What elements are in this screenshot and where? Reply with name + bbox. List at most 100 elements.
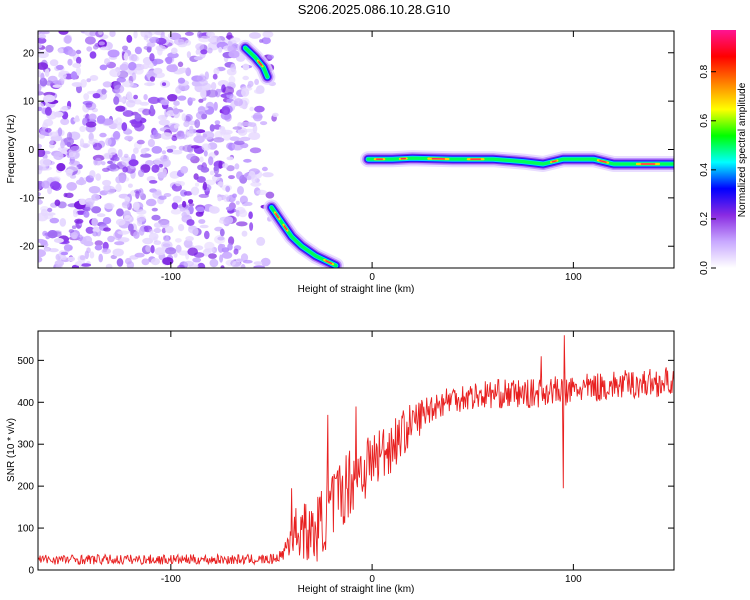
spectrogram-noise-cell bbox=[208, 253, 217, 259]
spectrogram-noise-cell bbox=[203, 150, 208, 157]
spectrogram-noise-cell bbox=[221, 247, 230, 253]
spectrogram-noise-cell bbox=[237, 186, 244, 195]
spectrogram-noise-cell bbox=[76, 84, 82, 94]
colorbar: 0.0 0.2 0.4 0.6 0.8 Normalized spectral ampl… bbox=[699, 30, 748, 275]
spectrogram-noise-cell bbox=[183, 260, 194, 267]
spectrogram-noise-cell bbox=[127, 183, 133, 188]
spectrogram-noise-cell bbox=[250, 181, 262, 187]
spectrogram-noise-cell bbox=[187, 247, 198, 256]
spectrogram-noise-cell bbox=[152, 129, 159, 138]
spectrogram-noise-cell bbox=[195, 49, 200, 55]
spectrogram-noise-cell bbox=[200, 88, 207, 99]
spectrogram-noise-cell bbox=[241, 230, 248, 237]
spectrogram-y-tick-label: 20 bbox=[23, 48, 35, 59]
spectrogram-noise-cell bbox=[58, 48, 64, 54]
spectrogram-noise-cell bbox=[38, 70, 42, 78]
spectrogram-noise-cell bbox=[43, 94, 56, 103]
spectrogram-noise-cell bbox=[114, 241, 125, 246]
spectrogram-x-tick-label: 100 bbox=[565, 272, 582, 283]
spectrogram-noise-cell bbox=[109, 163, 117, 170]
snr-y-tick-label: 100 bbox=[17, 524, 34, 535]
spectrogram-noise-cell bbox=[195, 129, 206, 134]
spectrogram-ridge-peak bbox=[275, 213, 280, 219]
spectrogram-noise-cell bbox=[94, 157, 102, 166]
spectrogram-noise-cell bbox=[145, 244, 152, 253]
spectrogram-noise-cell bbox=[86, 78, 91, 83]
spectrogram-noise-cell bbox=[122, 110, 134, 117]
spectrogram-noise-cell bbox=[241, 88, 250, 97]
spectrogram-noise-cell bbox=[201, 143, 211, 151]
spectrogram-noise-cell bbox=[38, 37, 47, 44]
spectrogram-noise-cell bbox=[122, 45, 128, 51]
spectrogram-noise-cell bbox=[173, 38, 185, 45]
snr-x-ticks: -100 0 100 bbox=[161, 331, 582, 585]
spectrogram-noise-cell bbox=[89, 31, 97, 37]
spectrogram-noise-cell bbox=[188, 97, 196, 102]
spectrogram-noise-cell bbox=[184, 31, 194, 36]
spectrogram-noise-cell bbox=[139, 226, 145, 236]
spectrogram-noise-cell bbox=[191, 145, 200, 149]
snr-panel: -100 0 100 0 100 200 300 400 500 Height of stra… bbox=[6, 330, 675, 595]
spectrogram-noise-cell bbox=[151, 214, 161, 221]
snr-y-tick-label: 0 bbox=[28, 566, 34, 577]
spectrogram-noise-cell bbox=[113, 96, 120, 105]
spectrogram-noise-cell bbox=[202, 133, 208, 138]
spectrogram-noise-cell bbox=[64, 35, 72, 44]
spectrogram-noise-cell bbox=[107, 49, 120, 58]
spectrogram-noise-cell bbox=[232, 193, 237, 199]
spectrogram-noise-cell bbox=[70, 232, 78, 240]
spectrogram-noise-cell bbox=[137, 169, 145, 178]
spectrogram-noise-cell bbox=[157, 171, 167, 179]
spectrogram-noise-cell bbox=[197, 31, 203, 39]
spectrogram-noise-cell bbox=[135, 190, 140, 199]
spectrogram-noise-cell bbox=[89, 75, 99, 81]
spectrogram-noise-cell bbox=[42, 230, 48, 237]
spectrogram-noise-cell bbox=[123, 215, 132, 222]
spectrogram-noise-cell bbox=[157, 46, 163, 56]
spectrogram-noise-cell bbox=[148, 228, 154, 234]
spectrogram-noise-cell bbox=[74, 218, 84, 224]
spectrogram-noise-cell bbox=[254, 78, 259, 85]
spectrogram-noise-cell bbox=[228, 50, 240, 59]
spectrogram-noise-cell bbox=[249, 147, 262, 154]
spectrogram-noise-cell bbox=[128, 61, 137, 71]
spectrogram-noise-cell bbox=[161, 150, 167, 155]
spectrogram-noise-cell bbox=[59, 218, 67, 227]
spectrogram-noise-cell bbox=[183, 191, 193, 196]
spectrogram-noise-cell bbox=[124, 135, 134, 141]
spectrogram-y-tick-label: 10 bbox=[23, 97, 35, 108]
spectrogram-noise-cell bbox=[38, 143, 42, 149]
spectrogram-noise-cell bbox=[107, 160, 113, 165]
colorbar-tick-label: 0.6 bbox=[699, 113, 710, 127]
spectrogram-noise-cell bbox=[165, 145, 176, 150]
spectrogram-noise-cell bbox=[116, 258, 124, 267]
spectrogram-noise-cell bbox=[71, 225, 77, 229]
spectrogram-noise-cell bbox=[200, 49, 208, 55]
spectrogram-noise-cell bbox=[172, 108, 180, 115]
spectrogram-noise-cell bbox=[179, 207, 186, 212]
spectrogram-noise-cell bbox=[92, 93, 101, 99]
spectrogram-noise-cell bbox=[47, 186, 53, 195]
spectrogram-noise-cell bbox=[229, 95, 237, 100]
spectrogram-noise-cell bbox=[243, 158, 252, 163]
spectrogram-noise-cell bbox=[128, 159, 139, 167]
spectrogram-noise-cell bbox=[55, 265, 61, 268]
spectrogram-noise-cell bbox=[233, 248, 239, 255]
spectrogram-noise-cell bbox=[41, 180, 50, 189]
spectrogram-x-axis-title: Height of straight line (km) bbox=[298, 284, 415, 295]
spectrogram-noise-cell bbox=[86, 247, 91, 254]
spectrogram-noise-cell bbox=[196, 206, 205, 212]
spectrogram-noise-cell bbox=[40, 206, 49, 212]
spectrogram-noise-cell bbox=[91, 217, 99, 227]
snr-series-line bbox=[38, 335, 674, 566]
colorbar-tick-label: 0.4 bbox=[699, 162, 710, 176]
spectrogram-noise-cell bbox=[253, 265, 266, 268]
snr-y-axis-title: SNR (10 * v/v) bbox=[6, 418, 17, 482]
spectrogram-noise-cell bbox=[49, 140, 54, 145]
spectrogram-noise-cell bbox=[143, 94, 148, 101]
spectrogram-noise-cell bbox=[66, 182, 78, 191]
spectrogram-noise-cell bbox=[224, 216, 234, 225]
spectrogram-noise-cell bbox=[148, 232, 159, 240]
spectrogram-noise-cell bbox=[209, 258, 219, 268]
spectrogram-noise-cell bbox=[171, 202, 179, 210]
